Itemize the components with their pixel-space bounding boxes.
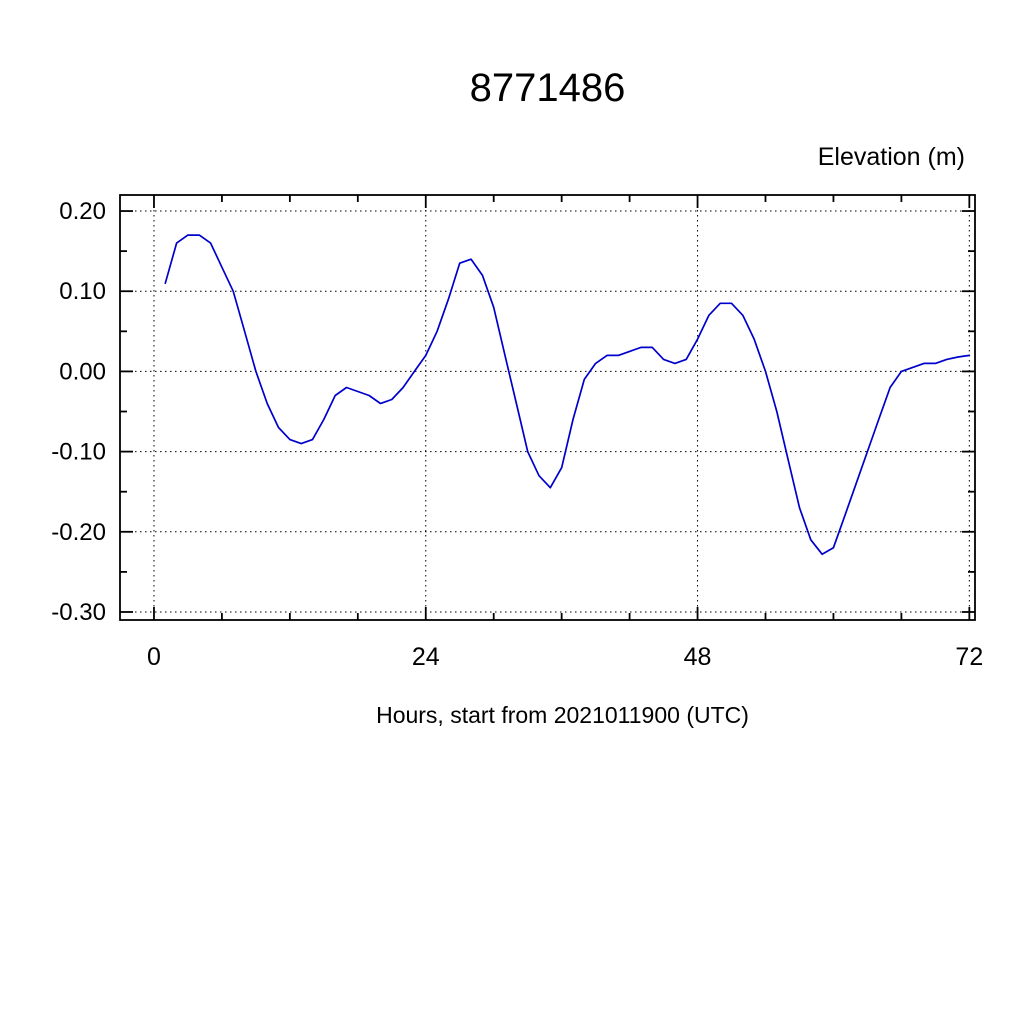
y-tick-label: -0.10 xyxy=(51,439,106,466)
x-axis-title: Hours, start from 2021011900 (UTC) xyxy=(376,702,749,728)
x-tick-label: 0 xyxy=(147,643,161,671)
plot-frame xyxy=(119,194,976,621)
y-tick-label: 0.00 xyxy=(59,358,106,385)
x-tick-label: 24 xyxy=(412,643,440,671)
y-tick-label: -0.30 xyxy=(51,599,106,626)
chart-title: 8771486 xyxy=(470,66,626,110)
y-tick-label: 0.10 xyxy=(59,278,106,305)
y-tick-label: 0.20 xyxy=(59,198,106,225)
x-tick-label: 72 xyxy=(955,643,983,671)
elevation-line xyxy=(164,234,971,556)
y-axis-title: Elevation (m) xyxy=(818,143,965,171)
x-tick-label: 48 xyxy=(684,643,712,671)
y-tick-label: -0.20 xyxy=(51,519,106,546)
